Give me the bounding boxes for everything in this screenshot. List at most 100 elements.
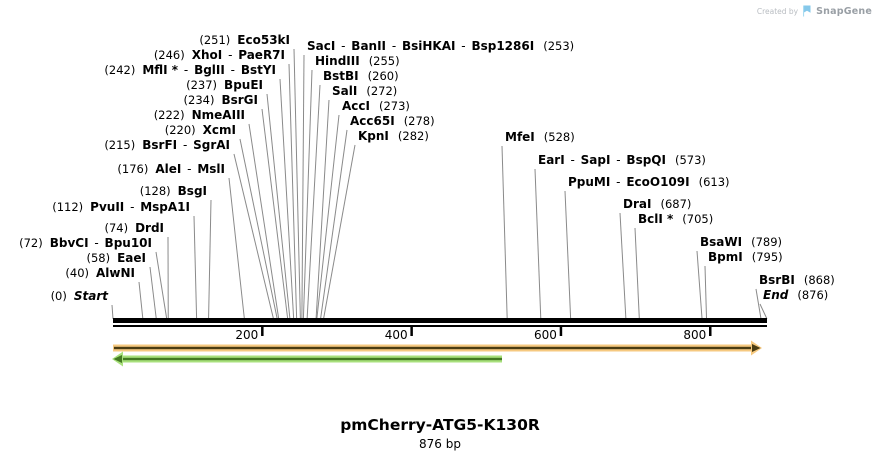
site-position: (251) (199, 33, 231, 47)
site-names: AleI - MslI (155, 162, 225, 176)
enzyme-name: PaeR7I (238, 48, 285, 62)
site-position: (176) (117, 162, 149, 176)
enzyme-name: BsrFI (142, 138, 178, 152)
leader-line-pvuii (193, 215, 198, 320)
enzyme-name: BstBI (323, 69, 359, 83)
site-label-bsgi: (128) BsgI (140, 184, 207, 199)
site-position: (255) (368, 54, 400, 68)
site-position: (528) (543, 130, 575, 144)
site-names: BsgI (178, 184, 207, 198)
axis-tick-label-200: 200 (235, 328, 258, 342)
site-label-nmeaiii: (222) NmeAIII (154, 108, 245, 123)
enzyme-name: DrdI (135, 221, 164, 235)
site-names: MfeI (505, 130, 535, 144)
leader-line-hindiii (302, 69, 313, 320)
leader-line-bsgi (208, 199, 212, 320)
site-name-separator: - (90, 236, 103, 250)
site-label-bsrbi: BsrBI (868) (759, 273, 835, 288)
enzyme-name: BanII (351, 39, 387, 53)
site-names: AccI (342, 99, 370, 113)
leader-line-bbvci (155, 251, 168, 320)
leader-line-sali (315, 99, 330, 320)
site-position: (72) (19, 236, 43, 250)
sequence-bar-bottom (113, 325, 767, 327)
site-names: AlwNI (96, 266, 135, 280)
leader-line-alei (228, 177, 245, 320)
brand-name-text: SnapGene (816, 5, 872, 17)
site-name-separator: - (180, 63, 193, 77)
site-names: PpuMI - EcoO109I (568, 175, 690, 189)
site-position: (613) (698, 175, 730, 189)
leader-line-bsrbi (755, 288, 762, 320)
site-name-separator: - (337, 39, 350, 53)
site-names: BclI * (638, 212, 673, 226)
enzyme-name: BpmI (708, 250, 743, 264)
leader-line-mfei (501, 145, 508, 320)
enzyme-name: EcoO109I (626, 175, 690, 189)
site-position: (789) (751, 235, 783, 249)
site-label-alwni: (40) AlwNI (65, 266, 135, 281)
site-label-sali: SalI (272) (332, 84, 397, 99)
site-label-bbvci: (72) BbvCI - Bpu10I (19, 236, 152, 251)
axis-tick-label-600: 600 (534, 328, 557, 342)
site-label-start: (0) Start (51, 289, 108, 304)
enzyme-name: XcmI (202, 123, 236, 137)
site-position: (0) (50, 289, 67, 303)
site-label-xhoi: (246) XhoI - PaeR7I (154, 48, 285, 63)
site-names: BstBI (323, 69, 359, 83)
site-names: NmeAIII (192, 108, 245, 122)
feature-arrow-orange-core (114, 346, 753, 350)
site-names: SalI (332, 84, 357, 98)
site-names: XhoI - PaeR7I (192, 48, 285, 62)
enzyme-name: PpuMI (568, 175, 611, 189)
site-position: (260) (367, 69, 399, 83)
enzyme-name: BclI * (638, 212, 674, 226)
site-label-bsrfi: (215) BsrFI - SgrAI (104, 138, 230, 153)
enzyme-name: PvuII (90, 200, 125, 214)
leader-line-kpni (323, 144, 356, 320)
site-label-ppumi: PpuMI - EcoO109I (613) (568, 175, 730, 190)
enzyme-name: BstYI (240, 63, 276, 77)
site-names: End (763, 288, 788, 302)
enzyme-name: BsaWI (700, 235, 743, 249)
site-position: (868) (803, 273, 835, 287)
site-position: (222) (153, 108, 185, 122)
site-position: (272) (366, 84, 398, 98)
leader-line-drai (619, 212, 627, 320)
site-label-mfli: (242) MflI * - BglII - BstYI (104, 63, 276, 78)
site-name-separator: - (457, 39, 470, 53)
site-label-acci: AccI (273) (342, 99, 410, 114)
leader-line-eari (534, 168, 542, 320)
site-names: DraI (623, 197, 651, 211)
branding: Created by SnapGene (757, 5, 872, 17)
enzyme-name: SacI (307, 39, 336, 53)
site-label-eari: EarI - SapI - BspQI (573) (538, 153, 706, 168)
leader-line-acci (316, 114, 340, 320)
site-position: (234) (183, 93, 215, 107)
enzyme-name: MspA1I (140, 200, 190, 214)
feature-arrow-orange-head-core (752, 344, 761, 352)
site-label-saci: SacI - BanII - BsiHKAI - Bsp1286I (253) (307, 39, 574, 54)
site-position: (246) (153, 48, 185, 62)
site-position: (242) (104, 63, 136, 77)
site-names: SacI - BanII - BsiHKAI - Bsp1286I (307, 39, 534, 53)
axis-tick-label-400: 400 (385, 328, 408, 342)
enzyme-name: Bsp1286I (471, 39, 535, 53)
site-name-separator: - (226, 63, 239, 77)
leader-line-eco53ki (293, 48, 301, 320)
site-position: (220) (164, 123, 196, 137)
created-by-text: Created by (756, 6, 799, 16)
axis-tick-200 (261, 327, 264, 336)
site-names: BpuEI (224, 78, 263, 92)
site-position: (58) (86, 251, 111, 265)
site-names: BpmI (708, 250, 743, 264)
feature-arrow-green-head-core (113, 355, 122, 363)
site-position: (573) (674, 153, 706, 167)
enzyme-name: Eco53kI (237, 33, 290, 47)
enzyme-name: Start (73, 289, 108, 303)
enzyme-name: EaeI (117, 251, 146, 265)
enzyme-name: EarI (538, 153, 565, 167)
site-label-eaei: (58) EaeI (86, 251, 146, 266)
leader-line-xhoi (288, 63, 298, 320)
site-name-separator: - (126, 200, 139, 214)
